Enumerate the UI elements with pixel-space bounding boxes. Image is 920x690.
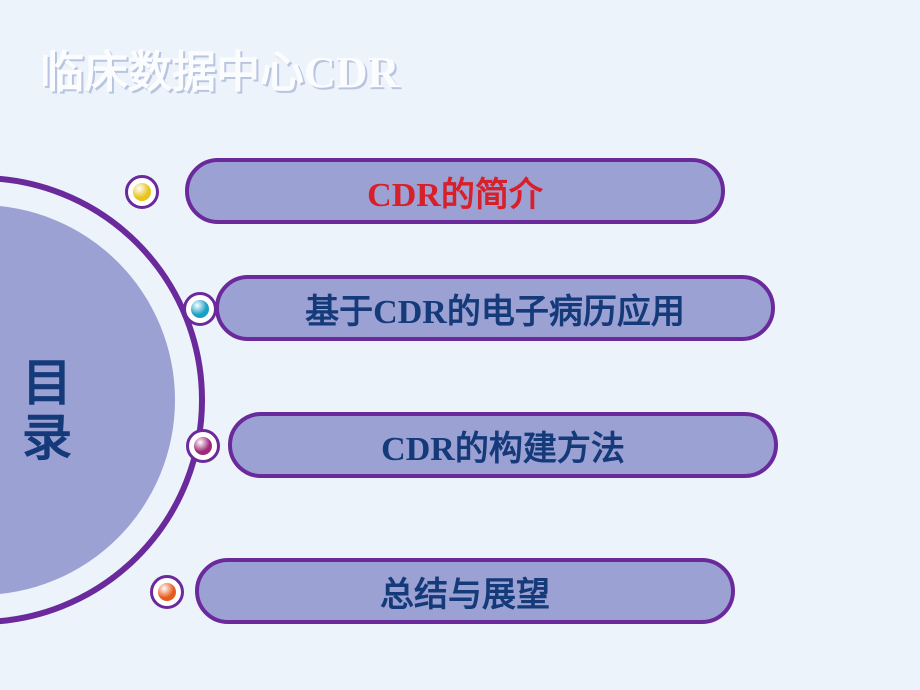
- toc-item-method[interactable]: CDR的构建方法: [228, 412, 778, 478]
- bullet-dot-inner: [191, 300, 209, 318]
- slide: 临床数据中心CDR 目 录 CDR的简介 基于CDR的电子病历应用 CDR的构建…: [0, 0, 920, 690]
- bullet-dot: [186, 429, 220, 463]
- bullet-dot: [183, 292, 217, 326]
- bullet-dot: [150, 575, 184, 609]
- toc-item-label: CDR的简介: [367, 167, 543, 216]
- bullet-dot-inner: [194, 437, 212, 455]
- toc-item-label: 总结与展望: [380, 567, 550, 616]
- bullet-dot-inner: [158, 583, 176, 601]
- toc-item-summary[interactable]: 总结与展望: [195, 558, 735, 624]
- bullet-dot-inner: [133, 183, 151, 201]
- page-title: 临床数据中心CDR: [40, 36, 399, 100]
- toc-item-intro[interactable]: CDR的简介: [185, 158, 725, 224]
- toc-label: 目 录: [22, 356, 72, 466]
- toc-item-emr[interactable]: 基于CDR的电子病历应用: [215, 275, 775, 341]
- toc-item-label: 基于CDR的电子病历应用: [305, 284, 685, 333]
- bullet-dot: [125, 175, 159, 209]
- toc-item-label: CDR的构建方法: [381, 421, 625, 470]
